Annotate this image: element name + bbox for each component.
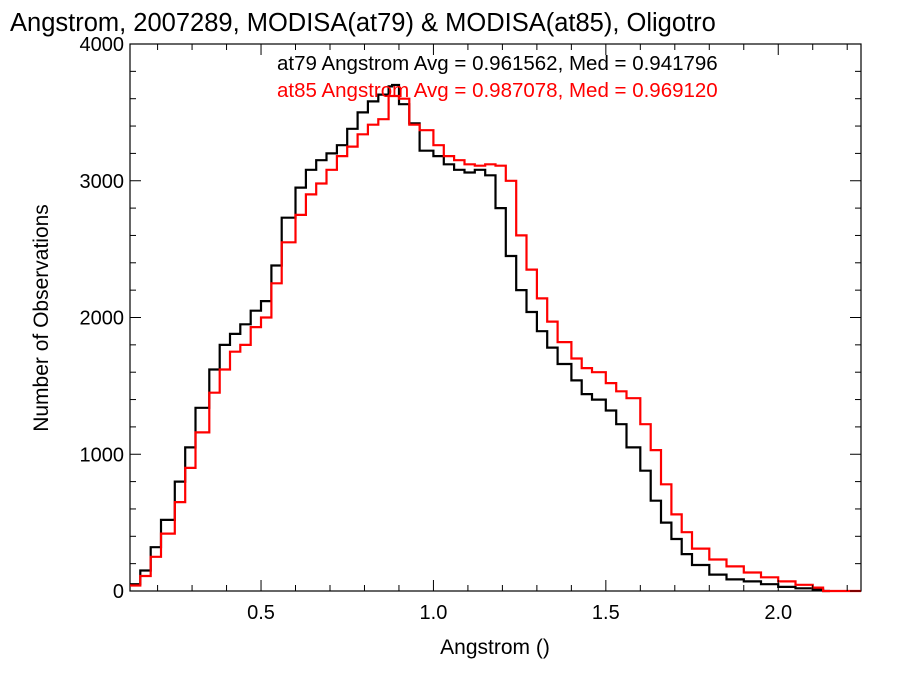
series-at79-line — [130, 83, 830, 593]
x-tick-label: 1.5 — [592, 602, 620, 624]
y-tick-label: 1000 — [80, 444, 125, 466]
plot-frame — [129, 43, 862, 592]
x-tick-label: 2.0 — [764, 602, 792, 624]
x-axis-label: Angstrom () — [440, 636, 550, 659]
chart-title: Angstrom, 2007289, MODISA(at79) & MODISA… — [10, 9, 716, 37]
y-axis-label: Number of Observations — [30, 204, 53, 432]
y-tick-label: 2000 — [80, 308, 125, 330]
x-axis-ticks: 0.5 1.0 1.5 2.0 — [157, 44, 848, 624]
annotation-at79-stats: at79 Angstrom Avg = 0.961562, Med = 0.94… — [277, 52, 718, 75]
x-tick-label: 1.0 — [420, 602, 448, 624]
y-axis-ticks: 0 1000 2000 3000 4000 — [80, 34, 861, 603]
y-tick-label: 0 — [113, 581, 124, 603]
annotation-at85-stats: at85 Angstrom Avg = 0.987078, Med = 0.96… — [277, 79, 718, 102]
series-at85-line — [130, 94, 861, 593]
y-tick-label: 3000 — [80, 171, 125, 193]
x-tick-label: 0.5 — [247, 602, 275, 624]
y-tick-label: 4000 — [80, 34, 125, 56]
series-layer — [130, 83, 861, 593]
plot-area: 0.5 1.0 1.5 2.0 0 1000 2000 3000 4000 — [80, 34, 862, 624]
